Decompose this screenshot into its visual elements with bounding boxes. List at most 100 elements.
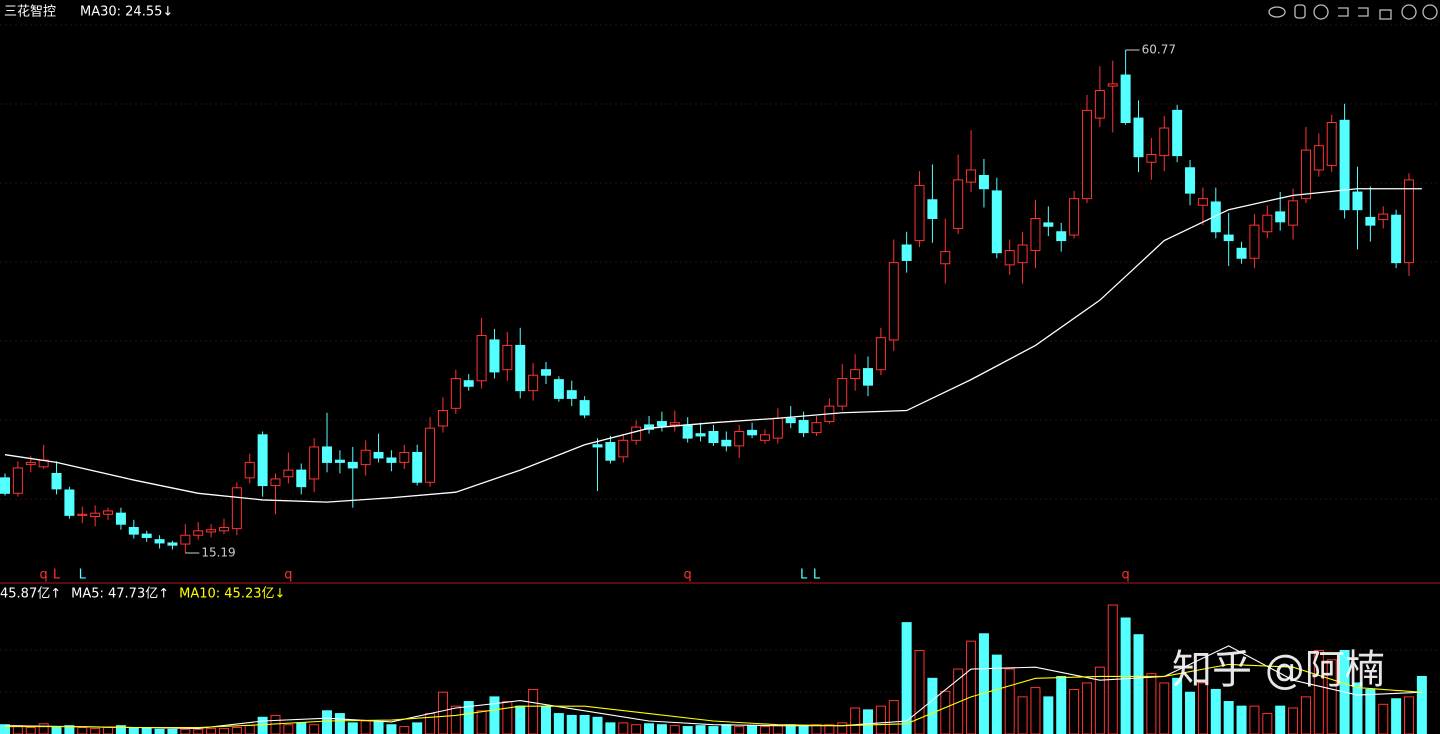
candle-body xyxy=(618,439,629,458)
candle-body xyxy=(1094,90,1105,119)
candle-body xyxy=(64,489,75,516)
candle-body xyxy=(1081,109,1092,200)
volume-bar xyxy=(360,720,371,734)
candle-body xyxy=(154,539,165,544)
candle-body xyxy=(940,251,951,265)
candle-body xyxy=(1056,231,1067,242)
volume-bar xyxy=(322,710,333,734)
candle-body xyxy=(927,199,938,220)
candle-body xyxy=(566,390,577,399)
volume-bar xyxy=(1236,705,1247,734)
volume-bar xyxy=(656,724,667,734)
volume-bar xyxy=(1133,634,1144,734)
candle-body xyxy=(103,510,114,515)
volume-bar xyxy=(1146,673,1157,734)
ma10-line xyxy=(5,663,1422,729)
undo-icon[interactable] xyxy=(1338,7,1349,17)
candle-body xyxy=(747,429,758,436)
volume-bar xyxy=(1404,696,1414,734)
lock-icon[interactable] xyxy=(1379,9,1392,20)
candle-body xyxy=(991,190,1002,254)
candle-body xyxy=(1159,127,1170,157)
candle-body xyxy=(966,169,977,183)
volume-bar xyxy=(1352,682,1363,734)
volume-bar xyxy=(708,726,719,734)
volume-bar xyxy=(373,721,384,734)
volume-bar xyxy=(875,705,886,734)
candle-body xyxy=(1107,83,1118,87)
zoom-in-icon[interactable] xyxy=(1401,4,1417,20)
hand-icon[interactable] xyxy=(1294,4,1306,19)
candle-body xyxy=(811,422,822,434)
candle-body xyxy=(1326,122,1337,167)
candle-body xyxy=(1185,167,1196,194)
candle-body xyxy=(51,472,62,490)
candle-body xyxy=(128,527,139,535)
volume-bar xyxy=(1081,682,1092,734)
candle-body xyxy=(656,421,667,427)
volume-bar xyxy=(1262,713,1273,734)
candle-body xyxy=(1133,117,1144,158)
candle-body xyxy=(953,179,964,229)
candle-body xyxy=(631,426,642,441)
watermark: 知乎 @阿楠 xyxy=(1172,647,1385,693)
volume-bar xyxy=(1275,705,1286,734)
zoom-out-icon[interactable] xyxy=(1422,4,1438,20)
signal-label: q xyxy=(684,568,692,583)
candle-body xyxy=(875,337,886,371)
candle-body xyxy=(25,461,36,466)
volume-bar xyxy=(978,633,989,734)
candle-body xyxy=(644,424,655,430)
volume-bar xyxy=(592,716,603,734)
volume-bar xyxy=(193,728,204,734)
volume-bar xyxy=(347,722,358,734)
candle-body xyxy=(837,378,848,407)
candle-body xyxy=(463,380,474,387)
extreme-label: 15.19 xyxy=(201,546,235,560)
volume-bar xyxy=(927,677,938,734)
volume-bar xyxy=(553,713,564,734)
candle-body xyxy=(798,419,809,434)
candle-body xyxy=(77,513,88,516)
candle-body xyxy=(914,184,925,242)
volume-bar xyxy=(296,722,307,734)
candle-body xyxy=(244,461,255,479)
volume-bar xyxy=(386,724,397,734)
candle-body xyxy=(412,451,423,483)
candle-body xyxy=(695,433,706,437)
volume-legend: MA5: 47.73亿↑ xyxy=(71,587,169,602)
candle-body xyxy=(502,344,513,371)
candle-body xyxy=(785,417,796,424)
play-icon[interactable] xyxy=(1313,4,1329,20)
volume-bar xyxy=(682,726,693,734)
volume-bar xyxy=(669,725,680,734)
candle-body xyxy=(180,534,191,545)
volume-bar xyxy=(991,654,1002,734)
eye-icon[interactable] xyxy=(1268,6,1286,18)
volume-bar xyxy=(218,727,229,734)
volume-bar xyxy=(966,640,977,734)
volume-bar xyxy=(759,726,770,734)
redo-icon[interactable] xyxy=(1358,7,1369,17)
volume-bar xyxy=(167,728,178,734)
volume-bar xyxy=(1185,691,1196,734)
ma5-line xyxy=(4,645,1422,729)
volume-bar xyxy=(644,723,655,734)
candle-body xyxy=(1210,201,1221,233)
volume-bar xyxy=(231,727,242,734)
candle-body xyxy=(1313,145,1324,171)
candle-body xyxy=(167,542,178,546)
candle-body xyxy=(1236,247,1247,259)
candle-body xyxy=(1288,200,1299,226)
candle-body xyxy=(1146,154,1157,163)
candle-body xyxy=(218,527,229,532)
volume-bar xyxy=(631,724,642,734)
volume-bar xyxy=(103,727,114,734)
candle-body xyxy=(592,444,603,448)
candle-body xyxy=(1030,218,1041,252)
volume-bar xyxy=(566,714,577,734)
volume-bar xyxy=(863,709,874,734)
candle-body xyxy=(1300,149,1311,200)
volume-bar xyxy=(901,622,912,734)
